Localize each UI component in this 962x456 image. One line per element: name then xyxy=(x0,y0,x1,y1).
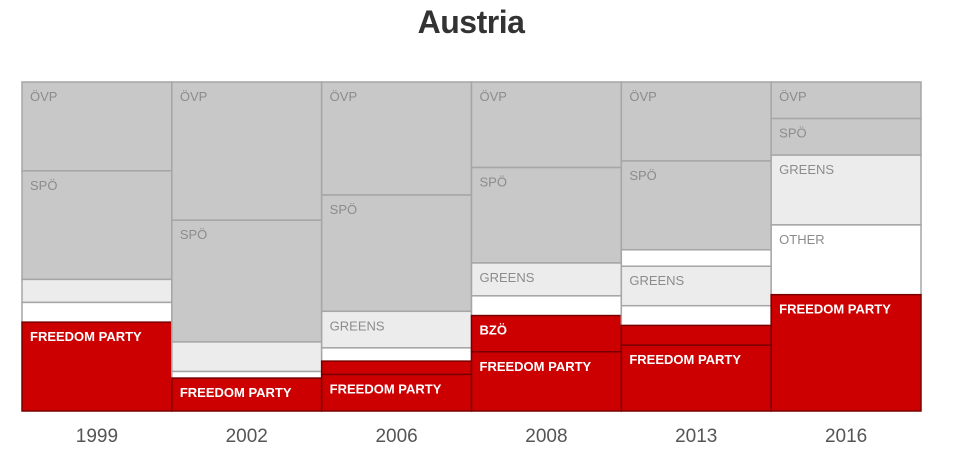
segment-2002-ovp-0 xyxy=(171,81,323,221)
segment-label-2016-other: OTHER xyxy=(779,232,825,247)
segment-label-2008-bzo: BZÖ xyxy=(480,323,507,338)
segment-label-2002-ovp: ÖVP xyxy=(180,89,207,104)
segment-label-2016-freedom-party: FREEDOM PARTY xyxy=(779,302,891,317)
segment-1999-freedom-party-4 xyxy=(21,321,173,412)
segment-1999-ovp-0 xyxy=(21,81,173,172)
x-axis-labels: 1999 2002 2006 2008 2013 2016 xyxy=(76,426,867,447)
segment-2008-greens-2 xyxy=(470,262,623,297)
segment-label-1999-freedom-party: FREEDOM PARTY xyxy=(30,329,142,344)
column-2016: ÖVP SPÖ GREENS OTHER FREEDOM PARTY xyxy=(770,81,922,412)
segment-2013-freedom-party-6 xyxy=(620,344,772,412)
segment-1999-greens-2 xyxy=(21,278,173,304)
column-2008: ÖVP SPÖ GREENS BZÖ FREEDOM PARTY xyxy=(470,81,623,412)
column-2013: ÖVP SPÖ GREENS FREEDOM PARTY xyxy=(620,81,772,412)
x-tick-label-2013: 2013 xyxy=(675,426,717,447)
segment-2016-spo-1 xyxy=(770,117,922,156)
segment-2013-greens-3 xyxy=(620,265,772,307)
chart-title: Austria xyxy=(417,4,525,40)
segment-2013-other-2 xyxy=(620,249,772,267)
segment-label-2016-greens: GREENS xyxy=(779,162,834,177)
segment-2008-bzo-4 xyxy=(470,314,623,353)
segment-2008-other-3 xyxy=(470,295,623,317)
segment-2006-bzo-4 xyxy=(320,360,473,376)
segment-2016-greens-2 xyxy=(770,154,922,226)
segment-label-2016-ovp: ÖVP xyxy=(779,89,806,104)
segment-2008-freedom-party-5 xyxy=(470,351,623,412)
segment-label-2008-freedom-party: FREEDOM PARTY xyxy=(480,359,592,374)
segment-2006-ovp-0 xyxy=(320,81,473,196)
segment-label-2008-greens: GREENS xyxy=(480,270,535,285)
segment-2006-spo-1 xyxy=(320,194,473,313)
segment-2002-other-3 xyxy=(171,370,323,379)
segment-label-1999-ovp: ÖVP xyxy=(30,89,57,104)
segment-label-2002-spo: SPÖ xyxy=(180,227,207,242)
segment-label-2016-spo: SPÖ xyxy=(779,126,806,141)
segment-label-2008-spo: SPÖ xyxy=(480,175,507,190)
segment-2013-ovp-0 xyxy=(620,81,772,162)
segment-1999-spo-1 xyxy=(21,170,173,281)
segment-2006-freedom-party-5 xyxy=(320,373,473,412)
segment-label-2006-freedom-party: FREEDOM PARTY xyxy=(330,381,442,396)
x-tick-label-1999: 1999 xyxy=(76,426,118,447)
segment-2013-other-4 xyxy=(620,304,772,327)
segment-2006-greens-2 xyxy=(320,310,473,349)
segment-label-1999-spo: SPÖ xyxy=(30,178,57,193)
column-2002: ÖVP SPÖ FREEDOM PARTY xyxy=(171,81,323,412)
segment-label-2013-greens: GREENS xyxy=(629,273,684,288)
x-tick-label-2008: 2008 xyxy=(525,426,567,447)
column-2006: ÖVP SPÖ GREENS FREEDOM PARTY xyxy=(320,81,473,412)
segment-2013-spo-1 xyxy=(620,160,772,251)
segment-2008-spo-1 xyxy=(470,166,623,264)
segment-2016-ovp-0 xyxy=(770,81,922,120)
segment-1999-other-3 xyxy=(21,301,173,323)
segment-label-2006-greens: GREENS xyxy=(330,318,385,333)
segment-2013-bzo-5 xyxy=(620,324,772,346)
segment-label-2013-spo: SPÖ xyxy=(629,168,656,183)
x-tick-label-2002: 2002 xyxy=(226,426,268,447)
segment-2016-freedom-party-4 xyxy=(770,293,922,412)
segment-label-2002-freedom-party: FREEDOM PARTY xyxy=(180,385,292,400)
x-tick-label-2006: 2006 xyxy=(375,426,417,447)
segment-label-2006-spo: SPÖ xyxy=(330,202,357,217)
column-1999: ÖVP SPÖ FREEDOM PARTY xyxy=(21,81,173,412)
x-tick-label-2016: 2016 xyxy=(825,426,867,447)
segment-label-2006-ovp: ÖVP xyxy=(330,89,357,104)
segment-label-2008-ovp: ÖVP xyxy=(480,89,507,104)
segment-2002-freedom-party-4 xyxy=(171,377,323,412)
segment-label-2013-ovp: ÖVP xyxy=(629,89,656,104)
segment-2006-other-3 xyxy=(320,347,473,362)
segment-2002-greens-2 xyxy=(171,341,323,373)
segment-2016-other-3 xyxy=(770,224,922,296)
segment-label-2013-freedom-party: FREEDOM PARTY xyxy=(629,352,741,367)
